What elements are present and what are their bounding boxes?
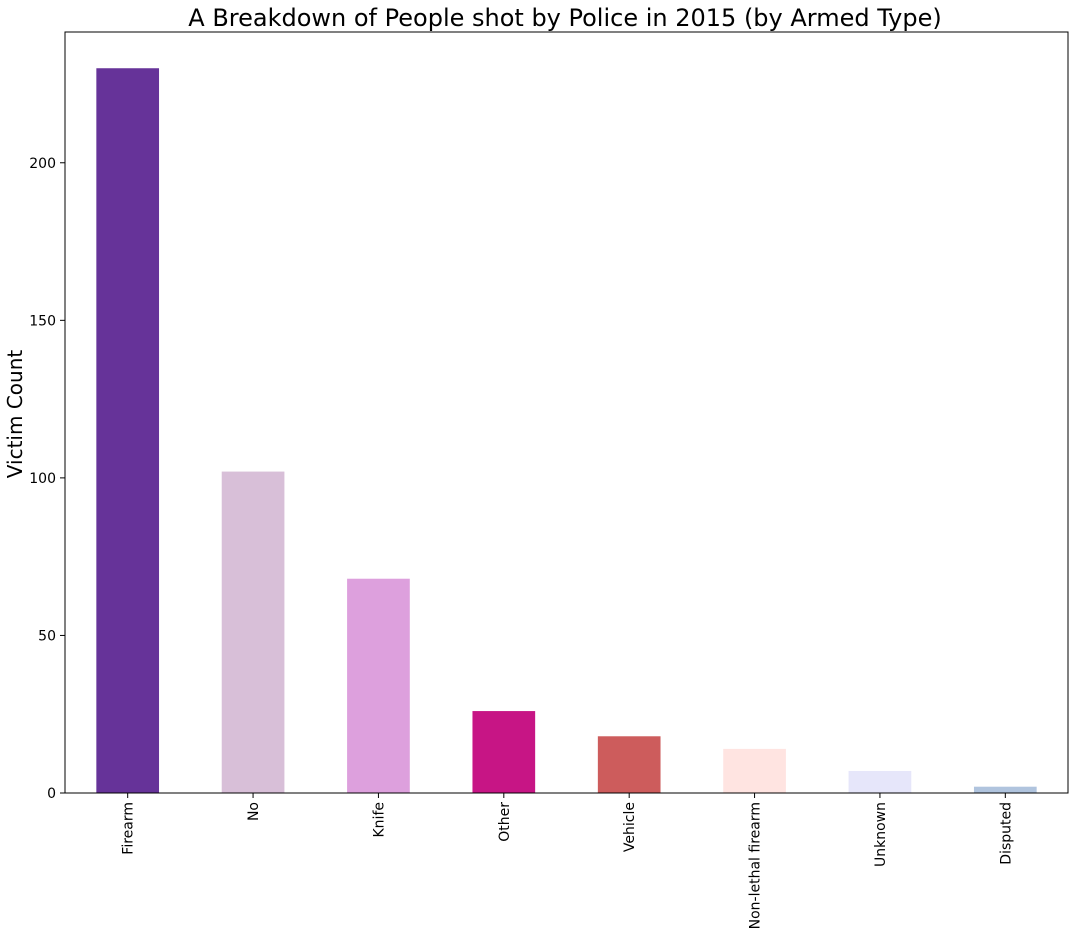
x-tick-label-vehicle: Vehicle xyxy=(622,802,638,852)
x-tick-label-disputed: Disputed xyxy=(998,802,1014,865)
bar-knife xyxy=(347,578,410,793)
bar-disputed xyxy=(973,786,1037,793)
y-tick-label: 50 xyxy=(38,628,56,644)
x-tick-label-knife: Knife xyxy=(371,802,387,838)
x-tick-label-firearm: Firearm xyxy=(121,802,137,855)
bar-other xyxy=(472,711,536,793)
bar-non-lethal-firearm xyxy=(723,748,786,793)
y-tick-label: 200 xyxy=(29,156,56,172)
bars-group xyxy=(96,68,1037,793)
bar-vehicle xyxy=(597,736,661,793)
plot-frame xyxy=(64,31,1069,794)
x-ticks-group: Firearm No Knife Other Vehicle Non-lethal fir… xyxy=(121,793,1014,929)
bar-unknown xyxy=(848,770,912,793)
x-tick-label-no: No xyxy=(246,802,262,821)
x-tick-label-unknown: Unknown xyxy=(873,802,889,867)
y-tick-label: 150 xyxy=(29,313,56,329)
x-tick-label-other: Other xyxy=(497,802,513,842)
y-tick-label: 0 xyxy=(47,786,56,802)
chart-title: A Breakdown of People shot by Police in … xyxy=(188,4,941,32)
y-ticks-group: 0 50 100 150 200 xyxy=(29,156,65,802)
y-axis-label: Victim Count xyxy=(3,350,27,479)
bar-no xyxy=(221,471,285,793)
x-tick-label-non-lethal-firearm: Non-lethal firearm xyxy=(748,802,764,929)
y-tick-label: 100 xyxy=(29,471,56,487)
bar-firearm xyxy=(96,68,160,793)
